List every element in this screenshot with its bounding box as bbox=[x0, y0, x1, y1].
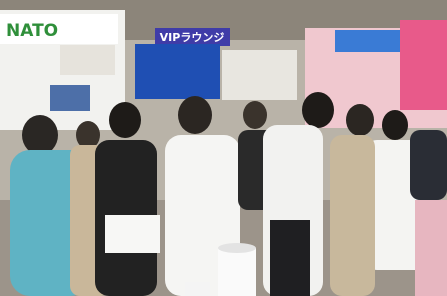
photo-scene: NATO VIPラウンジ bbox=[0, 0, 447, 296]
person-head bbox=[382, 110, 408, 140]
person-head bbox=[109, 102, 141, 138]
person-body bbox=[330, 135, 375, 296]
person-head bbox=[178, 96, 212, 134]
person-head bbox=[76, 121, 100, 149]
back-booth bbox=[222, 50, 297, 100]
paper-roll bbox=[185, 282, 210, 296]
person-head bbox=[302, 92, 334, 128]
right-booth-sign bbox=[335, 30, 405, 52]
paper-roll bbox=[218, 248, 256, 296]
paper-roll-top bbox=[218, 243, 256, 253]
blue-booth-wall bbox=[135, 44, 220, 99]
pink-cushion bbox=[415, 200, 447, 296]
booth-screen bbox=[50, 85, 90, 111]
booth-panel bbox=[60, 45, 115, 75]
person-head bbox=[22, 115, 58, 155]
booth-logo-text: NATO bbox=[6, 21, 58, 41]
brochure bbox=[105, 215, 160, 253]
right-booth-pillar bbox=[400, 20, 447, 110]
person-head bbox=[243, 101, 267, 129]
person-head bbox=[346, 104, 374, 136]
person-body bbox=[410, 130, 447, 200]
vip-sign-text: VIPラウンジ bbox=[160, 31, 225, 44]
person-legs bbox=[270, 220, 310, 296]
